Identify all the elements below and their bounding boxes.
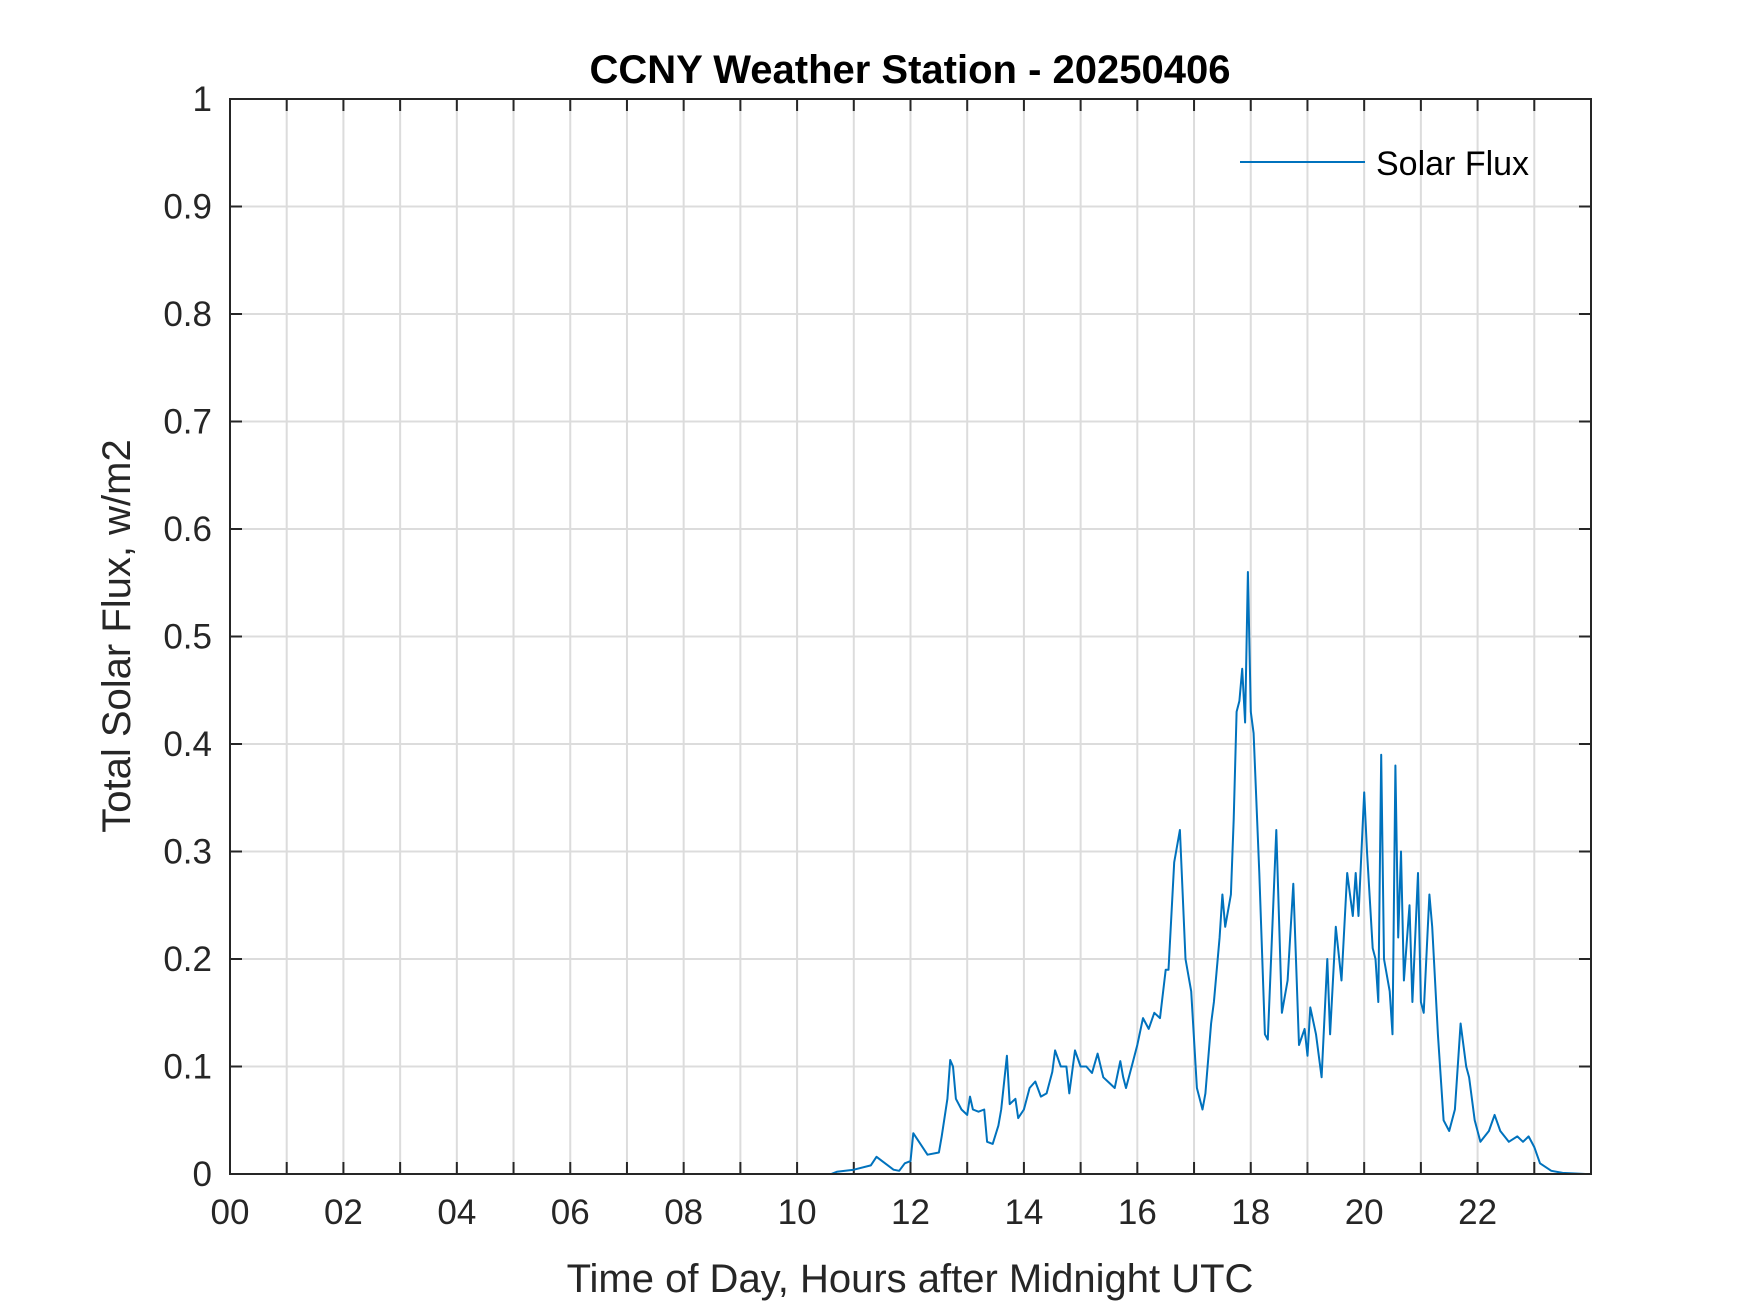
grid [230,99,1591,1174]
x-tick-label: 16 [1118,1193,1157,1232]
x-tick-label: 18 [1231,1193,1270,1232]
x-tick-label: 22 [1458,1193,1497,1232]
y-tick-label: 0 [193,1155,212,1194]
y-tick-labels: 0 0.1 0.2 0.3 0.4 0.5 0.6 0.7 0.8 0.9 1 [163,80,212,1194]
y-tick-label: 0.1 [163,1048,212,1087]
y-tick-label: 0.7 [163,403,212,442]
x-tick-labels: 00 02 04 06 08 10 12 14 16 18 20 22 [211,1193,1498,1232]
y-tick-label: 0.5 [163,618,212,657]
legend: Solar Flux [1240,145,1529,183]
x-axis-label: Time of Day, Hours after Midnight UTC [567,1257,1254,1301]
x-tick-label: 08 [664,1193,703,1232]
ticks [230,98,1591,1175]
series-line-solar-flux [230,571,1586,1175]
y-tick-label: 0.3 [163,833,212,872]
x-tick-label: 06 [551,1193,590,1232]
y-tick-label: 0.9 [163,188,212,227]
y-tick-label: 0.8 [163,295,212,334]
x-tick-label: 04 [437,1193,476,1232]
x-tick-label: 10 [778,1193,817,1232]
x-tick-label: 20 [1345,1193,1384,1232]
y-tick-label: 0.4 [163,725,212,764]
x-tick-label: 02 [324,1193,363,1232]
legend-label: Solar Flux [1376,145,1529,183]
y-axis-label: Total Solar Flux, w/m2 [95,439,139,832]
y-tick-label: 1 [193,80,212,119]
axes-frame [229,98,1592,1175]
series-group [230,571,1586,1175]
x-tick-label: 12 [891,1193,930,1232]
y-tick-label: 0.2 [163,940,212,979]
chart-title: CCNY Weather Station - 20250406 [590,48,1231,92]
x-tick-label: 00 [211,1193,250,1232]
y-tick-label: 0.6 [163,510,212,549]
x-tick-label: 14 [1004,1193,1043,1232]
